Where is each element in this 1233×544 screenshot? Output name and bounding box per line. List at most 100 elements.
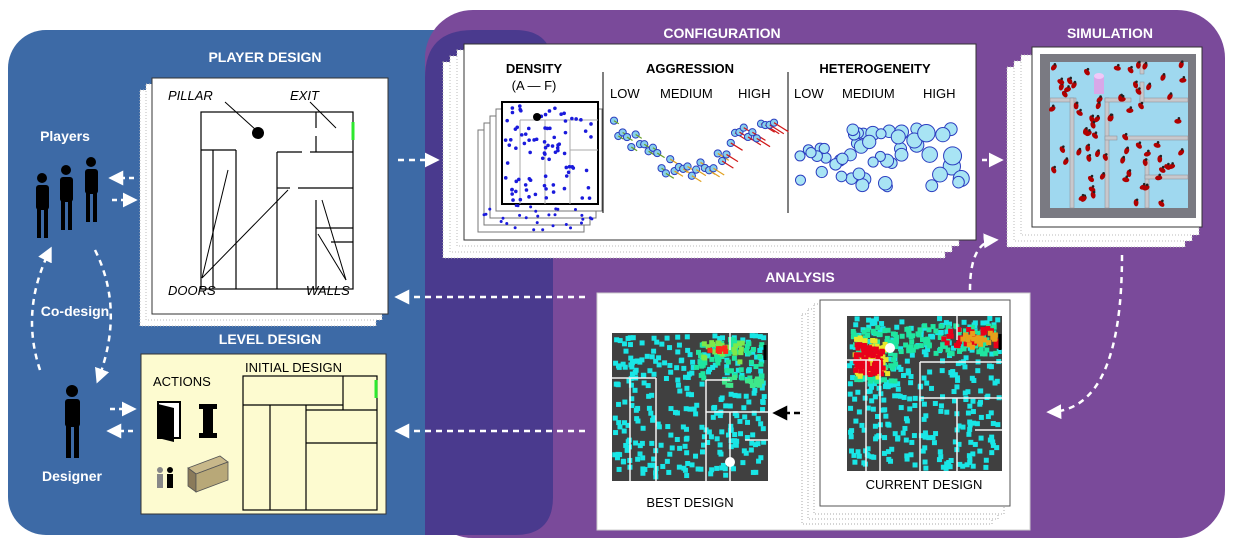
heat-cell [910, 347, 916, 353]
heat-cell [698, 372, 704, 378]
heterogeneity-agent [921, 146, 938, 163]
heat-cell [918, 343, 924, 349]
density-dot [563, 119, 568, 123]
arrow-analysis-to-sim [968, 233, 999, 291]
heat-cell [869, 384, 875, 390]
heat-cell [982, 340, 988, 346]
sim-agent [1099, 172, 1106, 180]
sim-agent-head [1142, 182, 1146, 186]
heat-cell [952, 372, 958, 378]
density-dot [514, 146, 518, 151]
floor-plan [200, 111, 354, 290]
heat-cell [985, 326, 991, 332]
heat-cell [690, 364, 696, 370]
heat-cell [987, 316, 993, 322]
heat-cell [956, 441, 962, 447]
heat-cell [753, 442, 759, 448]
heat-cell [922, 430, 928, 436]
heterogeneity-agent [952, 175, 965, 189]
density-dot [508, 137, 513, 142]
sim-agent-head [1148, 82, 1152, 86]
heat-cell [992, 332, 998, 338]
sim-agent-head [1092, 120, 1096, 124]
best-heatmap-walls [612, 333, 768, 481]
heterogeneity-agent [894, 147, 909, 162]
density-dot [540, 156, 545, 161]
sim-agent [1061, 90, 1068, 98]
heat-cell [856, 409, 862, 415]
heat-cell [882, 435, 888, 441]
heat-cell [977, 330, 983, 336]
heat-cell [722, 345, 728, 351]
heat-cell [850, 329, 856, 335]
density-dot [557, 142, 562, 146]
heat-cell [640, 470, 646, 476]
sim-agent [1178, 149, 1185, 156]
heat-cell [862, 338, 868, 344]
aggression-agents [609, 116, 789, 183]
heat-cell [631, 358, 637, 364]
heat-cell [719, 395, 725, 401]
heat-cell [739, 375, 745, 381]
heat-cell [943, 320, 949, 326]
heat-cell [921, 416, 927, 422]
heat-cell [894, 324, 900, 330]
heat-cell [686, 371, 692, 377]
exit-label: EXIT [290, 88, 320, 103]
heat-cell [870, 346, 876, 352]
heat-cell [938, 329, 944, 335]
heat-cell [872, 423, 878, 429]
sim-agent [1146, 83, 1152, 91]
heat-cell [869, 321, 875, 327]
heat-cell [953, 342, 959, 348]
heat-cell [873, 436, 879, 442]
sim-agent-head [1159, 154, 1163, 158]
heat-cell [681, 365, 687, 371]
heat-cell [974, 338, 980, 344]
heat-cell [717, 449, 723, 455]
density-dot [570, 116, 574, 121]
heat-cell [756, 458, 762, 464]
heat-cell [691, 406, 697, 412]
heat-cell [890, 357, 896, 363]
heat-cell [908, 452, 914, 458]
heat-cell [656, 424, 662, 430]
density-dot [532, 228, 536, 232]
sim-agent [1048, 106, 1056, 112]
heat-cell [922, 434, 928, 440]
density-dot [527, 177, 532, 181]
heat-cell [991, 324, 997, 330]
heterogeneity-agent [890, 129, 906, 145]
sim-agent-head [1094, 131, 1098, 135]
heat-cell [906, 327, 912, 333]
heat-cell [869, 398, 875, 404]
heat-cell [641, 380, 647, 386]
sim-agent-head [1109, 113, 1113, 117]
sim-agent [1143, 151, 1151, 157]
heat-cell [719, 342, 725, 348]
heat-cell [912, 395, 918, 401]
heat-cell [739, 372, 745, 378]
sim-agent [1107, 114, 1113, 122]
heat-cell [929, 333, 935, 339]
heat-cell [873, 364, 879, 370]
heat-cell [863, 356, 869, 362]
heat-cell [866, 317, 872, 323]
aggression-vector [721, 160, 734, 169]
sim-agent-head [1138, 60, 1141, 64]
heat-cell [955, 377, 961, 383]
sim-agent [1071, 81, 1077, 89]
heat-cell [970, 463, 976, 469]
heat-cell [859, 422, 865, 428]
heat-cell [909, 439, 915, 445]
best-design-label: BEST DESIGN [646, 495, 733, 510]
heat-cell [856, 363, 862, 369]
heat-cell [733, 343, 739, 349]
heat-cell [926, 435, 932, 441]
heat-cell [644, 353, 650, 359]
heat-cell [971, 336, 977, 342]
density-dot [518, 197, 523, 202]
sim-agent [1113, 65, 1121, 71]
heat-cell [963, 337, 969, 343]
heat-cell [612, 415, 618, 421]
